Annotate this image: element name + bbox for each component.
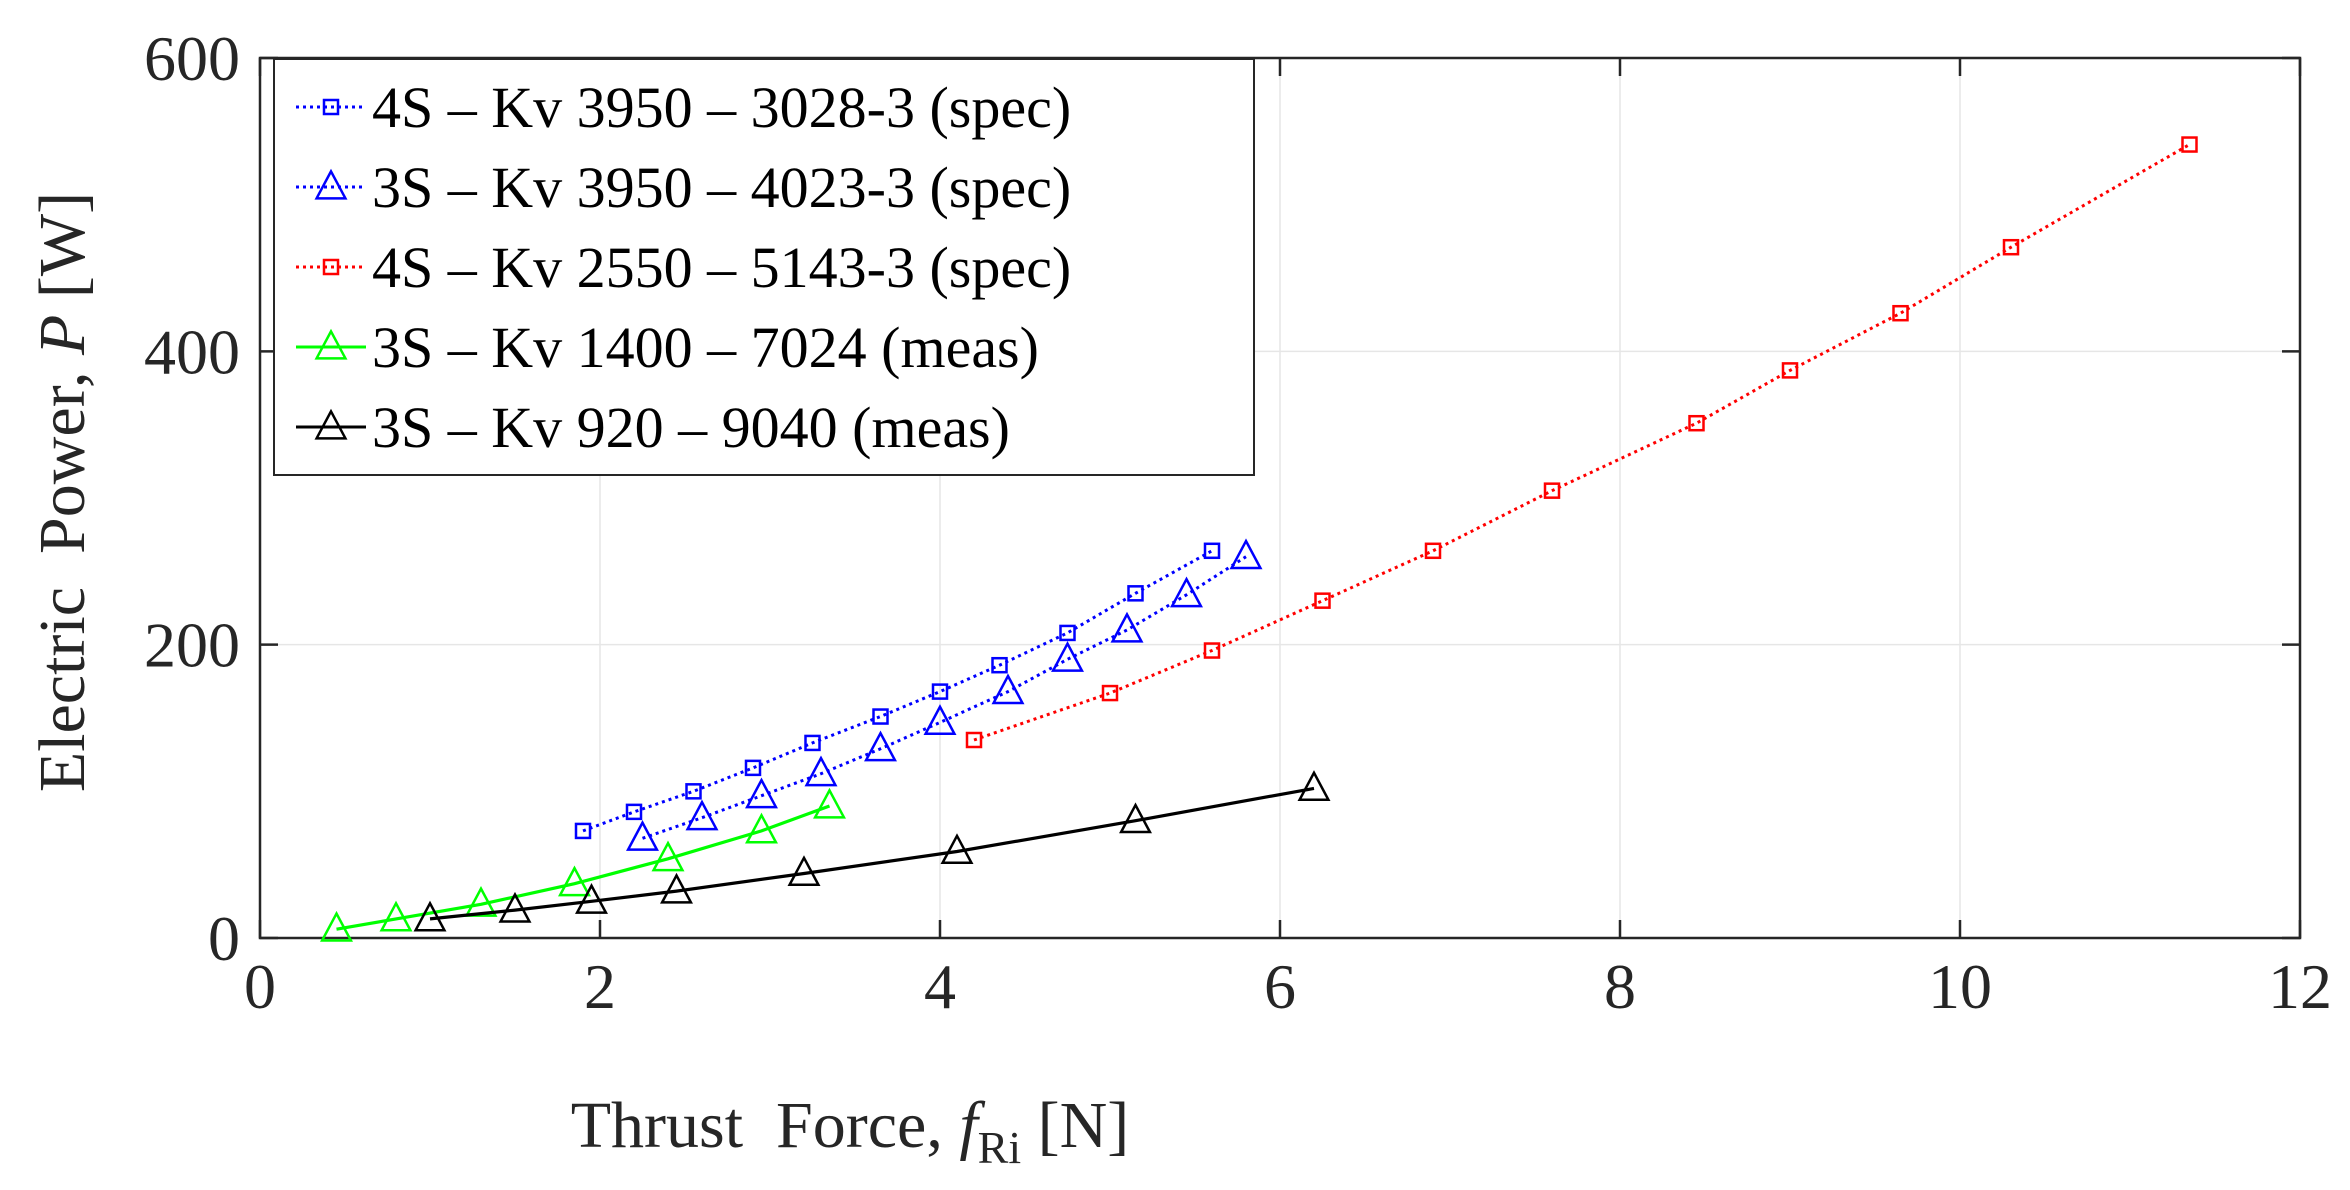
x-axis-label: Thrust Force, fRi [N] — [571, 1089, 1130, 1173]
legend-marker — [322, 98, 340, 116]
legend-entry: 3S – Kv 1400 – 7024 (meas) — [296, 315, 1039, 380]
data-point — [498, 891, 532, 923]
data-point — [379, 900, 413, 932]
data-point — [1314, 592, 1331, 609]
data-point — [804, 734, 821, 752]
legend-box — [273, 58, 1255, 476]
svg-text:Thrust Force, fRi [N]: Thrust Force, fRi [N] — [571, 1089, 1130, 1173]
data-point — [464, 885, 498, 917]
legend-marker — [314, 168, 348, 200]
legend-entry: 4S – Kv 3950 – 3028-3 (spec) — [296, 75, 1071, 140]
legend-label: 4S – Kv 3950 – 3028-3 (spec) — [372, 75, 1071, 140]
data-point — [1229, 538, 1263, 570]
series-4 — [320, 787, 846, 942]
data-point — [1170, 576, 1203, 608]
legend-entry: 3S – Kv 920 – 9040 (meas) — [296, 395, 1010, 460]
data-point — [685, 783, 702, 800]
series-group — [320, 136, 2198, 942]
legend-marker — [314, 328, 348, 360]
x-tick-label: 2 — [584, 951, 616, 1022]
data-point — [2002, 238, 2020, 256]
series-1 — [574, 542, 1221, 840]
data-point — [625, 803, 643, 821]
y-tick-label: 600 — [144, 23, 240, 94]
series-line — [642, 555, 1247, 840]
data-point — [1110, 611, 1144, 643]
data-point — [2181, 136, 2198, 153]
series-line — [336, 804, 831, 931]
data-point — [1059, 624, 1076, 642]
y-tick-label: 0 — [208, 903, 240, 974]
x-tick-label: 0 — [244, 951, 276, 1022]
data-point — [1127, 585, 1144, 602]
data-point — [413, 900, 447, 932]
data-point — [1203, 542, 1221, 560]
y-axis-label-unit: [W] — [26, 192, 99, 315]
x-tick-label: 8 — [1604, 951, 1636, 1022]
data-point — [787, 855, 821, 887]
data-point — [1203, 642, 1221, 659]
data-point — [685, 799, 719, 831]
data-point — [1297, 770, 1331, 801]
series-line — [429, 786, 1315, 921]
series-2 — [626, 538, 1263, 851]
data-point — [626, 819, 659, 851]
data-point — [1688, 414, 1705, 432]
data-point — [965, 731, 983, 749]
legend-entry: 3S – Kv 3950 – 4023-3 (spec) — [296, 155, 1071, 220]
data-point — [991, 656, 1008, 674]
legend-entry: 4S – Kv 2550 – 5143-3 (spec) — [296, 235, 1071, 300]
data-point — [745, 812, 778, 844]
legend-marker — [322, 258, 340, 276]
legend-label: 3S – Kv 920 – 9040 (meas) — [372, 395, 1010, 460]
data-point — [660, 872, 693, 904]
data-point — [864, 730, 897, 762]
data-point — [1051, 641, 1084, 672]
data-point — [1892, 304, 1909, 322]
x-tick-label: 6 — [1264, 951, 1296, 1022]
data-point — [1101, 684, 1119, 702]
data-point — [923, 704, 957, 735]
legend-label: 3S – Kv 1400 – 7024 (meas) — [372, 315, 1039, 380]
x-axis-label-unit: [N] — [1021, 1089, 1129, 1162]
data-point — [1781, 362, 1799, 379]
series-3 — [965, 136, 2198, 749]
y-tick-label: 400 — [144, 316, 240, 387]
series-line — [973, 143, 2191, 742]
legend-label: 4S – Kv 2550 – 5143-3 (spec) — [372, 235, 1071, 300]
data-point — [872, 708, 889, 725]
data-point — [1119, 802, 1152, 834]
data-point — [813, 787, 846, 819]
data-point — [991, 673, 1025, 705]
x-tick-label: 4 — [924, 951, 956, 1022]
x-tick-label: 10 — [1928, 951, 1992, 1022]
data-point — [574, 822, 592, 840]
data-point — [320, 910, 353, 942]
data-point — [1543, 482, 1561, 499]
x-axis-label-subscript: Ri — [978, 1122, 1021, 1173]
data-point — [744, 759, 762, 777]
data-point — [745, 777, 778, 809]
y-axis-label-symbol: P — [26, 315, 99, 356]
x-axis-label-prefix: Thrust Force, — [571, 1089, 960, 1162]
data-point — [1424, 542, 1442, 560]
y-tick-label: 200 — [144, 610, 240, 681]
y-axis-label-prefix: Electric Power, — [26, 355, 99, 792]
data-point — [804, 755, 838, 787]
data-point — [575, 883, 608, 914]
data-point — [940, 833, 974, 865]
data-point — [931, 683, 949, 700]
series-5 — [413, 770, 1331, 932]
ticks: 0 2 4 6 8 10 12 0 200 400 600 — [144, 23, 2332, 1022]
y-axis-label: Electric Power, P [W] — [26, 192, 99, 792]
data-point — [651, 840, 685, 872]
data-point — [558, 865, 591, 897]
svg-text:Electric Power, P [W]: Electric Power, P [W] — [26, 192, 99, 792]
legend: 4S – Kv 3950 – 3028-3 (spec) 3S – Kv 3950… — [273, 58, 1255, 476]
legend-marker — [314, 408, 348, 440]
x-tick-label: 12 — [2268, 951, 2332, 1022]
legend-label: 3S – Kv 3950 – 4023-3 (spec) — [372, 155, 1071, 220]
